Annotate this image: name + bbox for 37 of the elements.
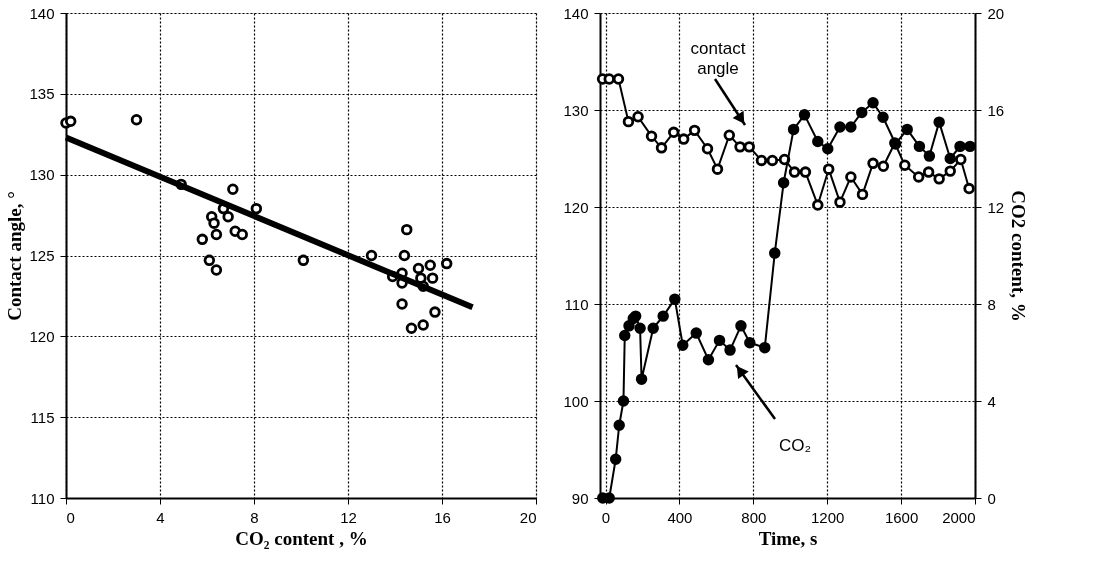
annotation: contact angle (690, 39, 746, 78)
x-tick-label: 0 (66, 508, 75, 526)
x-axis-title: CO₂ content , % (235, 527, 368, 549)
x-tick-label: 20 (519, 508, 537, 526)
annotation: CO₂ (778, 436, 812, 455)
y2-tick-label: 8 (987, 295, 996, 313)
y-tick-label: 115 (30, 408, 55, 426)
y-tick-label: 120 (563, 198, 589, 216)
x-axis-title: Time, s (758, 527, 818, 549)
y-tick-label: 90 (571, 489, 589, 507)
y-tick-label: 120 (29, 327, 55, 345)
y-axis-title: Contact angle, ° (4, 191, 26, 321)
y-tick-label: 140 (29, 4, 55, 22)
y2-tick-label: 0 (987, 489, 996, 507)
x-tick-label: 8 (250, 508, 259, 526)
y-tick-label: 110 (30, 489, 55, 507)
y-tick-label: 130 (563, 101, 589, 119)
y2-tick-label: 12 (987, 198, 1005, 216)
x-tick-label: 12 (340, 508, 357, 526)
y2-tick-label: 20 (987, 4, 1005, 22)
x-tick-label: 16 (434, 508, 451, 526)
y-tick-label: 130 (29, 166, 55, 184)
x-tick-label: 400 (667, 508, 693, 526)
y-tick-label: 125 (29, 247, 55, 264)
y2-tick-label: 16 (987, 101, 1005, 119)
y-tick-label: 100 (563, 392, 589, 410)
x-tick-label: 4 (156, 508, 165, 526)
x-tick-label: 1200 (811, 508, 845, 526)
x-tick-label: 0 (601, 508, 611, 526)
y2-tick-label: 4 (987, 392, 996, 410)
x-tick-label: 800 (741, 508, 767, 526)
y2-axis-title: CO2 content, % (1008, 190, 1030, 322)
y-tick-label: 110 (564, 295, 589, 313)
y-tick-label: 140 (563, 4, 589, 22)
x-tick-label: 2000 (942, 508, 976, 526)
y-tick-label: 135 (29, 85, 55, 103)
x-tick-label: 1600 (884, 508, 919, 526)
